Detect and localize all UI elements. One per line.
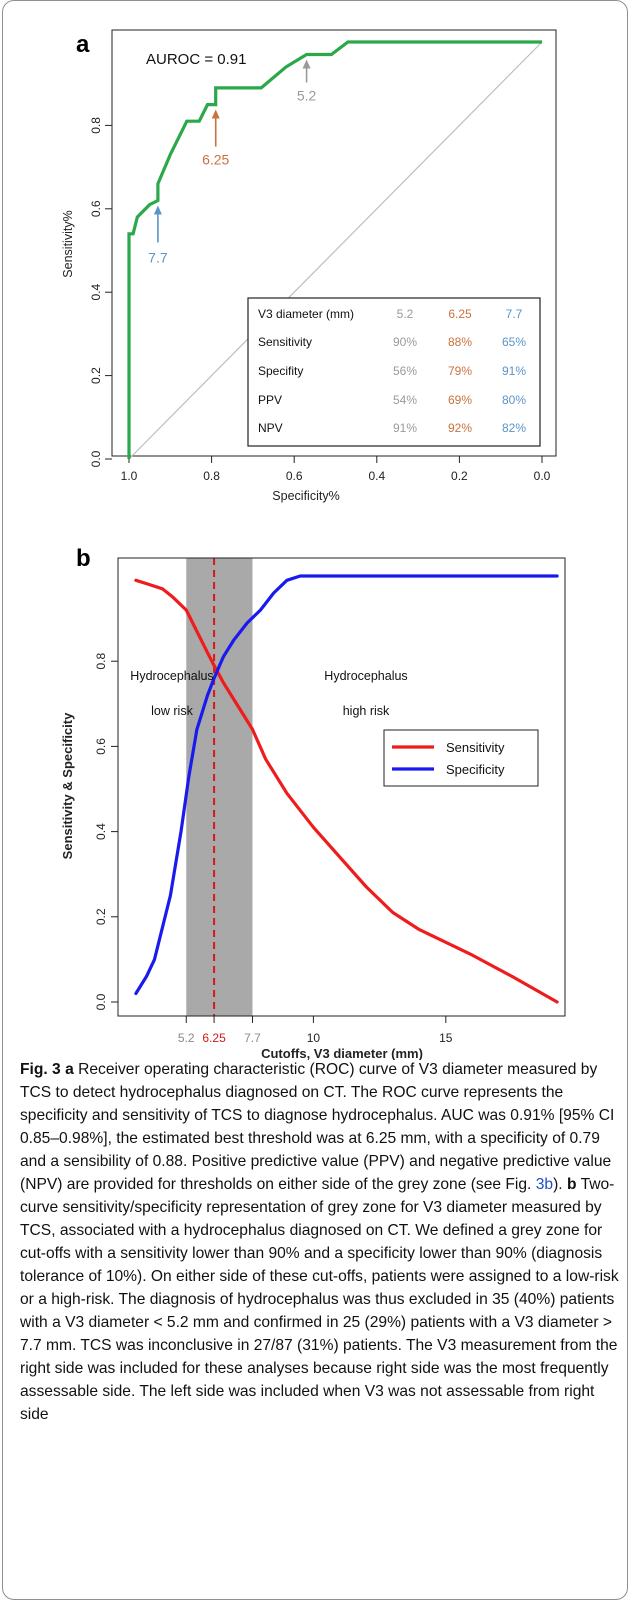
table-cell-0-0: 90% [393,335,417,349]
roc-diagonal-reference [128,41,543,460]
x-tick-label-b-grey-0: 5.2 [178,1031,195,1045]
table-cell-3-1: 92% [448,421,472,435]
y-tick-label-a-0: 0.0 [89,450,103,467]
y-tick-label-b-0: 0.0 [94,993,108,1010]
x-tick-label-b-grey-1: 6.25 [202,1031,226,1045]
y-axis-label-b: Sensitivity & Specificity [60,712,75,859]
table-row-label-1: Specifity [258,364,303,378]
table-row-label-2: PPV [258,393,282,407]
table-cell-3-2: 82% [502,421,526,435]
arrow-label-0: 7.7 [148,249,168,265]
caption-part-b-text: Two-curve sensitivity/specificity repres… [20,1176,619,1423]
legend-label-specificity: Specificity [446,762,505,777]
threshold-arrow-5-2: 5.2 [297,59,317,104]
series-line-sensitivity [134,578,559,1004]
panel-label-b: b [76,545,91,572]
table-cell-0-1: 88% [448,335,472,349]
twocurve-plot-box [117,557,566,1017]
x-tick-label-a-2: 0.6 [286,469,303,483]
y-tick-label-b-1: 0.2 [94,908,108,925]
table-header-label: V3 diameter (mm) [258,307,354,321]
x-tick-label-b-1: 15 [439,1031,453,1045]
table-threshold-1: 6.25 [448,307,472,321]
roc-chart: a 1.0 0.8 0.6 0.4 0.2 0.0 0.0 0.2 0.4 0.6 0.8 Specif… [61,29,557,503]
zone-label-high-1: Hydrocephalus [324,669,407,683]
zone-label-high-2: high risk [343,704,390,718]
x-axis-label-b: Cutoffs, V3 diameter (mm) [261,1046,423,1060]
x-tick-label-a-4: 0.2 [451,469,468,483]
table-cell-3-0: 91% [393,421,417,435]
caption-fig-label: Fig. 3 [20,1061,61,1078]
x-axis-label-a: Specificity% [272,489,339,503]
legend-box [383,729,539,787]
table-row-label-0: Sensitivity [258,335,312,349]
roc-curve-line [127,40,542,459]
table-cell-2-2: 80% [502,393,526,407]
table-threshold-2: 7.7 [506,307,523,321]
y-tick-label-b-3: 0.6 [94,738,108,755]
x-tick-label-b-grey-2: 7.7 [244,1031,261,1045]
table-row-label-3: NPV [258,421,283,435]
table-cell-1-0: 56% [393,364,417,378]
y-tick-label-a-3: 0.6 [89,200,103,217]
metrics-table-box [247,297,541,447]
caption-part-a-label: a [65,1061,74,1078]
zone-label-low-1: Hydrocephalus [130,669,213,683]
auroc-annotation: AUROC = 0.91 [146,51,246,68]
arrow-label-2: 5.2 [297,88,317,104]
y-tick-label-a-2: 0.4 [89,284,103,301]
arrow-head-0 [153,205,162,215]
x-tick-label-a-3: 0.4 [368,469,385,483]
legend-label-sensitivity: Sensitivity [446,740,505,755]
table-cell-1-2: 91% [502,364,526,378]
panel-label-a: a [76,31,90,58]
roc-plot-box [111,29,557,457]
arrow-head-1 [211,109,220,119]
caption-part-b-label: b [566,1176,577,1193]
threshold-arrow-6-25: 6.25 [202,109,230,168]
x-tick-label-a-1: 0.8 [203,469,220,483]
table-cell-1-1: 79% [448,364,472,378]
y-tick-label-b-4: 0.8 [94,653,108,670]
sensitivity-specificity-chart: b 0.0 0.2 0.4 0.6 0.8 Sensitivity & Specificit… [60,545,566,1060]
x-tick-label-a-0: 1.0 [121,469,138,483]
y-tick-label-b-2: 0.4 [94,823,108,840]
y-tick-label-a-4: 0.8 [89,117,103,134]
table-threshold-0: 5.2 [397,307,414,321]
caption-part-a-text: Receiver operating characteristic (ROC) … [20,1061,615,1193]
legend: Sensitivity Specificity [383,729,539,787]
table-cell-2-1: 69% [448,393,472,407]
threshold-arrow-7-7: 7.7 [148,205,168,265]
y-tick-label-a-1: 0.2 [89,367,103,384]
figure-caption: Fig. 3 a Receiver operating characterist… [20,1058,620,1426]
table-cell-2-0: 54% [393,393,417,407]
table-cell-0-2: 65% [502,335,526,349]
arrow-label-1: 6.25 [202,152,229,168]
caption-figure-link[interactable]: 3b [535,1176,554,1193]
x-tick-label-a-5: 0.0 [534,469,551,483]
caption-part-a-tail: ). [553,1176,563,1193]
arrow-head-2 [302,59,311,69]
x-tick-label-b-0: 10 [307,1031,321,1045]
series-line-specificity [134,574,559,996]
y-axis-label-a: Sensitivity% [61,210,75,277]
zone-label-low-2: low risk [151,704,193,718]
